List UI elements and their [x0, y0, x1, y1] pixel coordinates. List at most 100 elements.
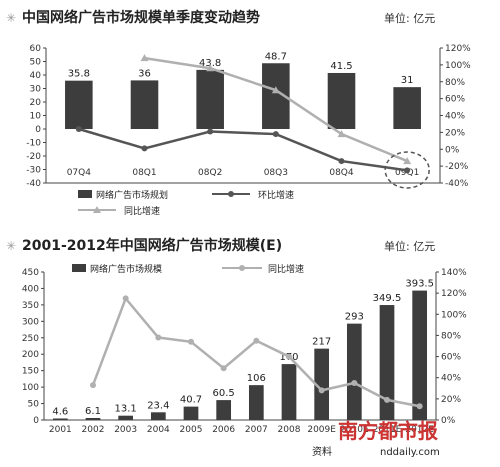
- title-bullet-icon: ✳: [6, 11, 16, 25]
- legend-yoy-label: 同比增速: [124, 205, 160, 217]
- yoy-point: [403, 157, 412, 165]
- y-tick-label-right: 100%: [441, 310, 467, 320]
- legend-yoy-label: 同比增速: [268, 263, 304, 275]
- y-tick-label-left: 450: [22, 268, 39, 278]
- bar: [412, 290, 428, 420]
- bar-data-label: 23.4: [147, 400, 169, 411]
- yoy-point: [188, 338, 194, 345]
- y-tick-label-left: 40: [30, 71, 42, 81]
- y-tick-label-right: 100%: [445, 61, 471, 71]
- chart1-header: ✳ 中国网络广告市场规模单季度变动趋势 单位: 亿元: [6, 9, 435, 26]
- legend-bar-label: 网络广告市场规模: [90, 263, 162, 275]
- chart1-unit: 单位: 亿元: [384, 11, 435, 25]
- y-tick-label-right: 80%: [441, 331, 461, 341]
- y-tick-label-right: 140%: [441, 268, 467, 278]
- x-tick-label: 2009E: [307, 425, 336, 435]
- bar-data-label: 393.5: [405, 279, 434, 290]
- x-tick-label: 2007: [245, 425, 268, 435]
- x-tick-label: 08Q3: [264, 168, 288, 178]
- x-tick-label: 2002: [82, 425, 105, 435]
- bar-data-label: 43.8: [199, 58, 221, 69]
- x-tick-label: 2005: [180, 425, 203, 435]
- y-tick-label-left: 250: [22, 334, 39, 344]
- bar-data-label: 106: [247, 373, 266, 384]
- bar-data-label: 6.1: [85, 406, 101, 417]
- y-tick-label-left: 150: [22, 367, 39, 377]
- y-tick-label-left: 400: [22, 284, 39, 294]
- legend-yoy-marker: [239, 265, 245, 271]
- y-tick-label-right: 40%: [445, 112, 465, 122]
- chart1-title: 中国网络广告市场规模单季度变动趋势: [22, 9, 260, 26]
- legend-mom-marker: [228, 191, 234, 197]
- chart2-legend: 网络广告市场规模 同比增速: [72, 263, 304, 275]
- bar: [216, 400, 232, 420]
- y-tick-label-right: 0%: [441, 416, 456, 426]
- yoy-point: [220, 365, 227, 372]
- bar: [150, 412, 166, 420]
- bar: [130, 80, 159, 129]
- y-tick-label-left: 300: [22, 317, 39, 327]
- bar-data-label: 35.8: [68, 69, 90, 80]
- bar: [379, 305, 395, 420]
- y-tick-label-left: 50: [30, 58, 42, 68]
- yoy-point: [337, 130, 346, 138]
- mom-point: [141, 145, 148, 152]
- bar: [183, 406, 199, 420]
- chart2-header: ✳ 2001-2012年中国网络广告市场规模(E) 单位: 亿元: [6, 237, 435, 254]
- y-tick-label-right: 120%: [445, 44, 471, 54]
- y-tick-label-left: -30: [26, 166, 41, 176]
- source-label: 资料: [312, 445, 332, 458]
- yoy-point: [384, 396, 390, 403]
- bar: [314, 348, 330, 420]
- y-tick-label-left: 30: [30, 85, 42, 95]
- chart1-plot: -40 -30 -20 -10 0 10 20 30 40 50 60 -40% -20% 0% 20% 40…: [26, 44, 471, 189]
- bar-data-label: 293: [345, 312, 364, 323]
- chart1-legend: 网络广告市场规划 环比增速 同比增速: [78, 189, 294, 217]
- y-tick-label-left: 0: [35, 125, 41, 135]
- bar-data-label: 13.1: [115, 404, 137, 415]
- yoy-point: [155, 334, 162, 341]
- highlight-circle: [384, 151, 430, 189]
- x-tick-label: 08Q4: [329, 168, 354, 178]
- x-tick-label: 2003: [114, 425, 137, 435]
- title-bullet-icon: ✳: [6, 239, 16, 253]
- bar-data-label: 48.7: [265, 51, 287, 62]
- bar-data-label: 349.5: [373, 293, 402, 304]
- x-tick-label: 08Q1: [132, 168, 156, 178]
- bar: [281, 364, 297, 420]
- x-tick-label: 07Q4: [67, 168, 92, 178]
- y-tick-label-right: 60%: [441, 353, 461, 363]
- mom-point: [404, 167, 411, 174]
- x-tick-label: 2012E: [405, 425, 434, 435]
- x-tick-label: 2008: [278, 425, 301, 435]
- bar-data-label: 41.5: [330, 61, 352, 72]
- x-tick-label: 08Q2: [198, 168, 222, 178]
- bar-data-label: 31: [401, 75, 414, 86]
- x-tick-label: 2011E: [373, 425, 402, 435]
- y-tick-label-right: 20%: [441, 395, 461, 405]
- yoy-point: [90, 382, 96, 389]
- x-tick-label: 2004: [147, 425, 170, 435]
- bar: [196, 69, 224, 129]
- bar: [52, 418, 68, 420]
- y-tick-label-right: -20%: [445, 162, 469, 172]
- y-tick-label-right: -40%: [445, 179, 469, 189]
- legend-bar-swatch: [72, 264, 86, 272]
- y-tick-label-right: 60%: [445, 95, 465, 105]
- x-tick-label: 2006: [212, 425, 235, 435]
- mom-point: [338, 158, 345, 165]
- bar: [85, 417, 101, 420]
- legend-mom-label: 环比增速: [258, 189, 294, 201]
- mom-point: [272, 131, 279, 138]
- watermark-logo-text: 南方都市报: [338, 419, 438, 443]
- bar: [118, 415, 134, 420]
- watermark-url: nddaily.com: [380, 447, 440, 458]
- y-tick-label-right: 80%: [445, 78, 465, 88]
- watermark: 资料 南方都市报 nddaily.com: [312, 419, 440, 458]
- y-tick-label-left: -20: [26, 152, 41, 162]
- yoy-point: [416, 403, 423, 410]
- mom-point: [207, 128, 214, 135]
- yoy-point: [351, 380, 358, 386]
- bar: [248, 385, 264, 420]
